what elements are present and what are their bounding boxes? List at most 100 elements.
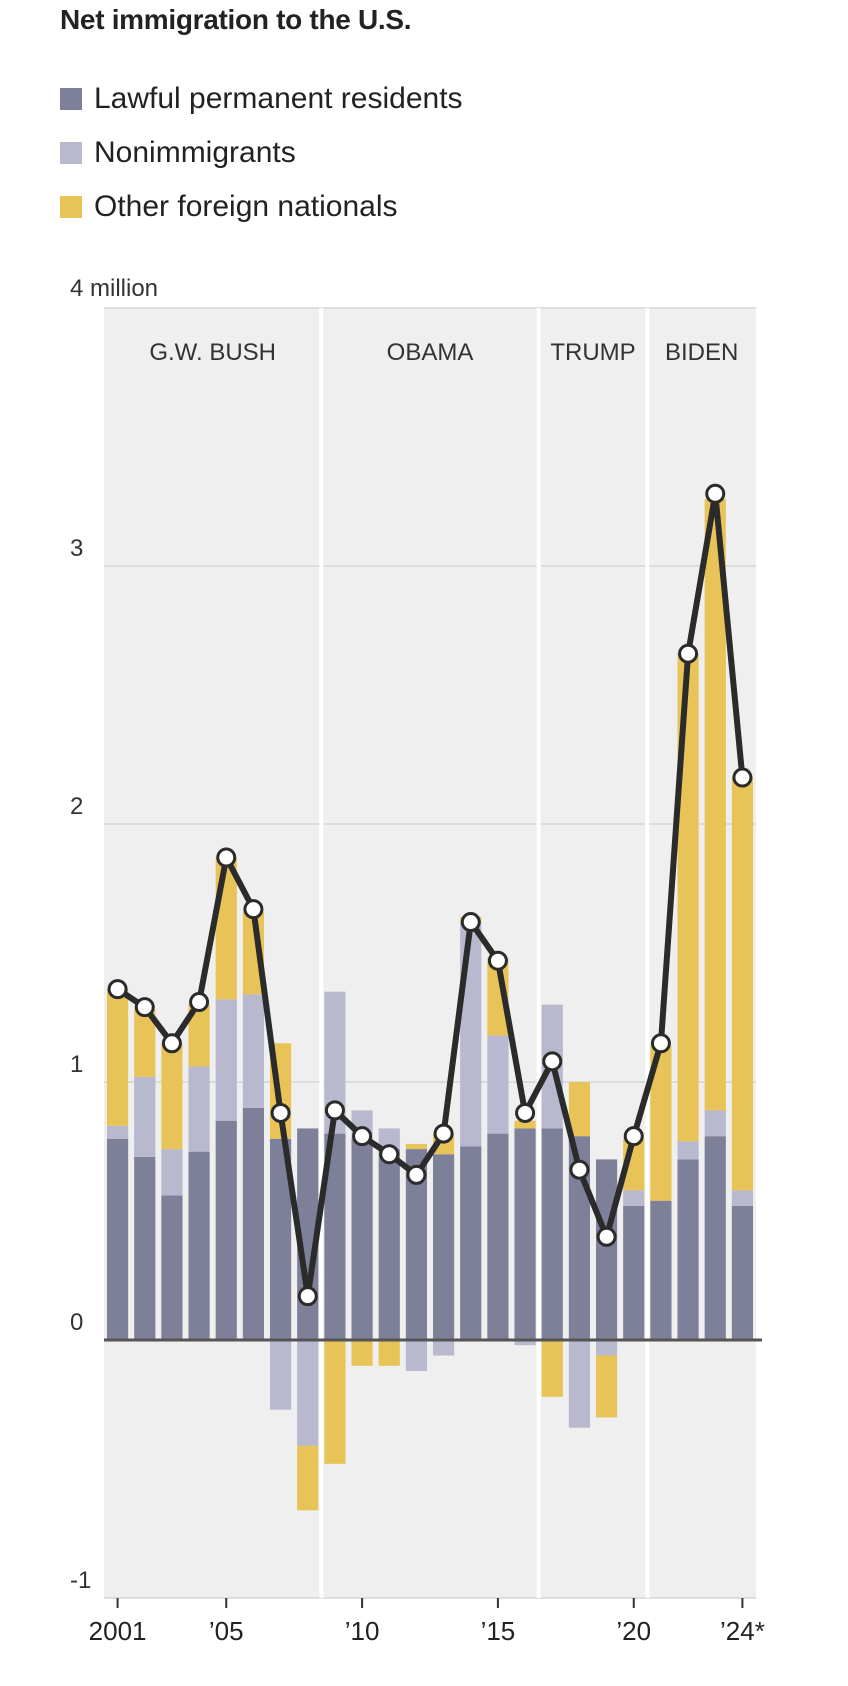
bar-segment-nonimmigrants: [432, 1340, 455, 1356]
bar-segment-nonimmigrants: [405, 1340, 428, 1371]
bar-segment-nonimmigrants: [188, 1066, 210, 1152]
legend-item-nonimmigrants: Nonimmigrants: [60, 126, 463, 180]
bar-segment-nonimmigrants: [378, 1128, 400, 1150]
bar-segment-nonimmigrants: [297, 1340, 319, 1446]
era-label: BIDEN: [665, 339, 738, 366]
bar-segment-other-foreign-nationals: [215, 857, 237, 1000]
plot-background: [104, 308, 756, 1598]
bar-segment-lawful-permanent-residents: [432, 1154, 455, 1340]
bar-segment-other-foreign-nationals: [324, 1340, 346, 1464]
legend-item-other-foreign-nationals: Other foreign nationals: [60, 180, 463, 234]
bar-segment-lawful-permanent-residents: [677, 1159, 699, 1340]
y-tick-label: -1: [70, 1567, 91, 1594]
bar-segment-lawful-permanent-residents: [351, 1138, 373, 1340]
bar-segment-other-foreign-nationals: [106, 989, 129, 1126]
x-tick-label: ’24*: [720, 1616, 765, 1646]
total-point: [243, 899, 264, 920]
bar-segment-nonimmigrants: [623, 1190, 645, 1206]
bar-segment-lawful-permanent-residents: [541, 1128, 563, 1340]
bar-segment-lawful-permanent-residents: [623, 1205, 645, 1340]
y-tick-label: 2: [70, 793, 83, 820]
legend-item-lawful-permanent-residents: Lawful permanent residents: [60, 72, 463, 126]
bar-segment-nonimmigrants: [514, 1340, 536, 1346]
bar-segment-lawful-permanent-residents: [487, 1133, 509, 1340]
total-point: [189, 992, 210, 1013]
bar-segment-nonimmigrants: [731, 1190, 754, 1206]
bar-segment-lawful-permanent-residents: [297, 1128, 319, 1340]
bar-segment-nonimmigrants: [704, 1110, 726, 1137]
bar-segment-lawful-permanent-residents: [188, 1151, 210, 1340]
bar-segment-other-foreign-nationals: [677, 653, 699, 1142]
bar-segment-lawful-permanent-residents: [650, 1200, 672, 1340]
legend-label-lawful-permanent-residents: Lawful permanent residents: [94, 82, 463, 115]
legend-swatch-nonimmigrants: [60, 142, 82, 164]
y-tick-label: 4 million: [70, 275, 158, 302]
bar-segment-nonimmigrants: [106, 1125, 129, 1139]
bar-segment-lawful-permanent-residents: [324, 1133, 346, 1340]
total-point: [216, 847, 237, 868]
chart-title: Net immigration to the U.S.: [60, 4, 412, 35]
total-point: [487, 950, 508, 971]
bar-segment-lawful-permanent-residents: [269, 1138, 292, 1340]
total-point: [270, 1102, 291, 1123]
y-tick-label: 0: [70, 1309, 83, 1336]
total-point: [406, 1164, 427, 1185]
bar-segment-nonimmigrants: [677, 1141, 699, 1160]
legend: Lawful permanent residents Nonimmigrants…: [60, 72, 463, 234]
bar-segment-other-foreign-nationals: [704, 498, 726, 1111]
bar-segment-other-foreign-nationals: [568, 1082, 591, 1137]
legend-label-nonimmigrants: Nonimmigrants: [94, 136, 296, 169]
total-point: [650, 1033, 671, 1054]
bar-segment-nonimmigrants: [568, 1340, 591, 1428]
x-tick-label: ’05: [209, 1616, 244, 1646]
total-point: [107, 979, 128, 1000]
bar-segment-other-foreign-nationals: [188, 1004, 210, 1067]
x-tick-label: ’15: [481, 1616, 516, 1646]
total-line: [114, 490, 746, 1300]
bar-segment-lawful-permanent-residents: [134, 1156, 156, 1340]
total-point: [705, 483, 726, 504]
y-tick-label: 1: [70, 1051, 83, 1078]
bar-segment-nonimmigrants: [487, 1035, 509, 1134]
bar-segment-lawful-permanent-residents: [704, 1136, 726, 1340]
total-point: [732, 767, 753, 788]
bar-segment-lawful-permanent-residents: [215, 1120, 237, 1340]
era-label: G.W. BUSH: [149, 339, 276, 366]
bar-segment-other-foreign-nationals: [297, 1445, 319, 1511]
legend-swatch-other-foreign-nationals: [60, 196, 82, 218]
total-point: [460, 912, 481, 933]
bar-segment-nonimmigrants: [134, 1076, 156, 1157]
era-label: OBAMA: [387, 339, 474, 366]
total-point: [352, 1126, 373, 1147]
bar-segment-lawful-permanent-residents: [405, 1149, 428, 1340]
total-point: [297, 1286, 318, 1307]
x-tick-label: ’10: [345, 1616, 380, 1646]
total-point: [324, 1100, 345, 1121]
bar-segment-lawful-permanent-residents: [731, 1205, 754, 1340]
bar-segment-other-foreign-nationals: [514, 1120, 536, 1129]
bar-segment-other-foreign-nationals: [134, 1009, 156, 1077]
bar-segment-other-foreign-nationals: [731, 777, 754, 1191]
bar-segment-other-foreign-nationals: [595, 1355, 618, 1418]
bar-segment-other-foreign-nationals: [351, 1340, 373, 1366]
total-point: [433, 1123, 454, 1144]
bar-segment-lawful-permanent-residents: [514, 1128, 536, 1340]
total-point: [596, 1226, 617, 1247]
bar-segment-nonimmigrants: [269, 1340, 292, 1410]
bar-segment-other-foreign-nationals: [378, 1340, 400, 1366]
total-point: [678, 643, 699, 664]
total-point: [542, 1051, 563, 1072]
bar-segment-lawful-permanent-residents: [242, 1107, 265, 1340]
bar-segment-other-foreign-nationals: [650, 1045, 672, 1201]
bar-segment-nonimmigrants: [460, 922, 482, 1147]
legend-swatch-lawful-permanent-residents: [60, 88, 82, 110]
x-tick-label: ’20: [616, 1616, 651, 1646]
bar-segment-lawful-permanent-residents: [595, 1159, 618, 1340]
total-point: [134, 997, 155, 1018]
bar-segment-lawful-permanent-residents: [106, 1138, 129, 1340]
total-point: [379, 1144, 400, 1165]
bar-segment-other-foreign-nationals: [405, 1143, 428, 1150]
legend-label-other-foreign-nationals: Other foreign nationals: [94, 190, 398, 223]
bar-segment-lawful-permanent-residents: [161, 1195, 183, 1340]
